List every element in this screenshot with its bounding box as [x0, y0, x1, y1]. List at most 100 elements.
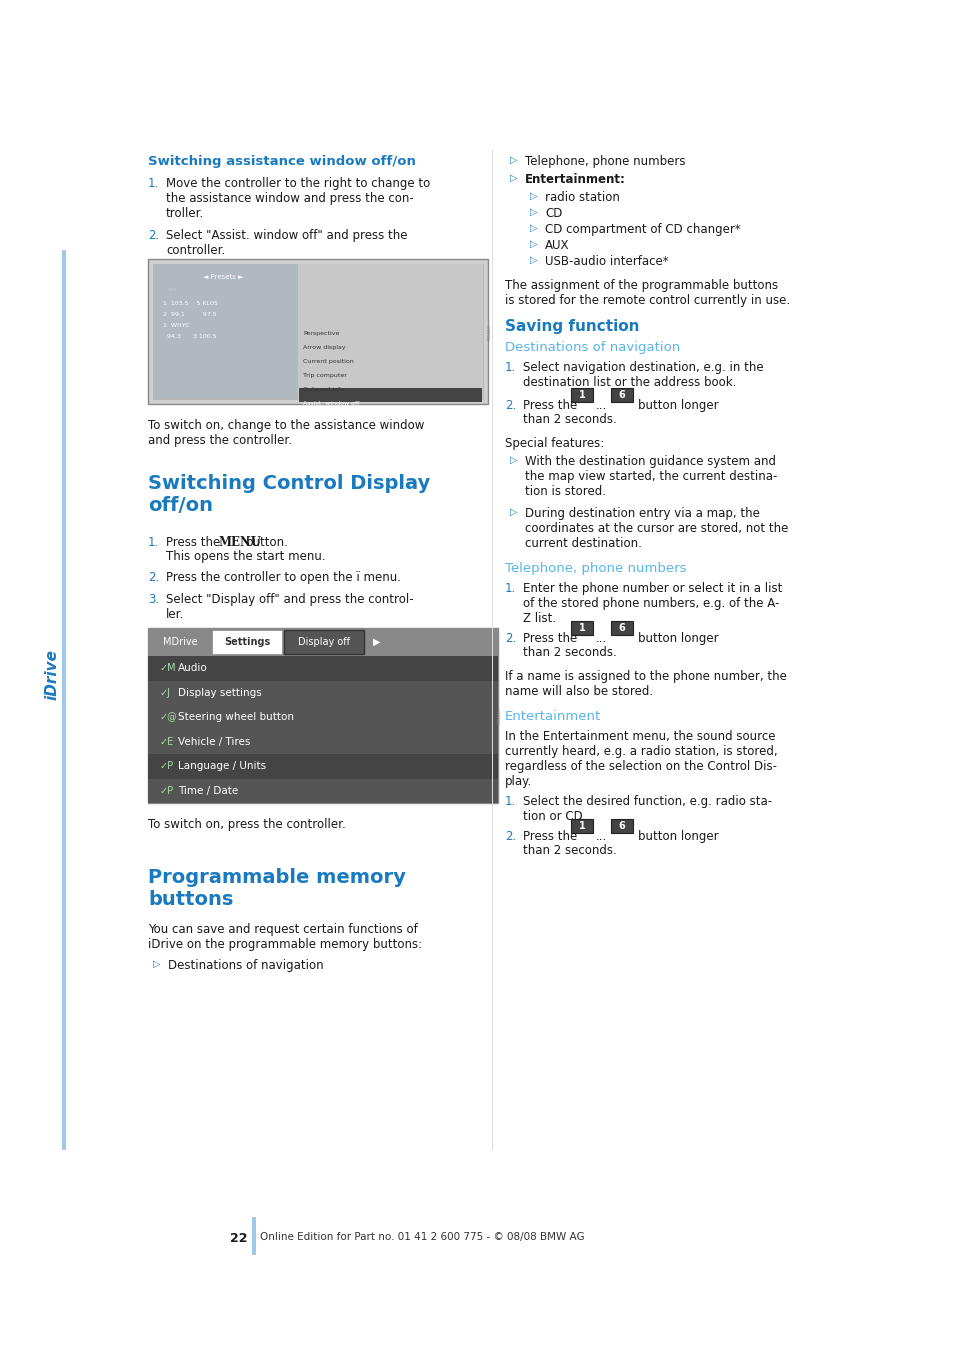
Text: ✓M: ✓M — [160, 663, 176, 674]
Bar — [492, 150, 493, 1150]
Bar — [148, 729, 497, 755]
Text: ✓E: ✓E — [160, 737, 174, 747]
Bar — [212, 630, 282, 653]
Text: Display off: Display off — [297, 637, 350, 647]
Text: ▷: ▷ — [510, 173, 517, 184]
Text: 1: 1 — [578, 622, 585, 633]
Text: Press the: Press the — [522, 632, 580, 645]
Text: CD compartment of CD changer*: CD compartment of CD changer* — [544, 223, 740, 236]
Bar — [610, 387, 633, 402]
Text: MENU: MENU — [218, 536, 261, 549]
Text: Destinations of navigation: Destinations of navigation — [504, 342, 679, 354]
Bar — [148, 705, 497, 729]
Text: set: set — [168, 288, 177, 292]
Bar — [148, 628, 497, 656]
Text: radio station: radio station — [544, 190, 619, 204]
Text: Select "Display off" and press the control-
ler.: Select "Display off" and press the contr… — [166, 593, 414, 621]
Text: Press the: Press the — [166, 536, 224, 549]
Text: Perspective: Perspective — [303, 331, 339, 336]
Text: 94.3      3 100.5: 94.3 3 100.5 — [163, 333, 216, 339]
Text: Onboard info: Onboard info — [303, 387, 344, 392]
Text: button longer: button longer — [638, 400, 718, 412]
Text: Special features:: Special features: — [504, 437, 603, 450]
Text: Saving function: Saving function — [504, 319, 639, 333]
Text: Settings: Settings — [224, 637, 270, 647]
Text: 1: 1 — [578, 390, 585, 400]
Bar — [366, 630, 388, 653]
Text: Telephone, phone numbers: Telephone, phone numbers — [504, 562, 686, 575]
Text: AUX: AUX — [544, 239, 569, 252]
Text: than 2 seconds.: than 2 seconds. — [522, 413, 616, 427]
Text: ▷: ▷ — [530, 207, 537, 217]
Text: With the destination guidance system and
the map view started, the current desti: With the destination guidance system and… — [524, 455, 777, 498]
Text: Display settings: Display settings — [178, 687, 261, 698]
Text: 2  99.1         97.5: 2 99.1 97.5 — [163, 312, 216, 317]
Text: Press the: Press the — [522, 400, 580, 412]
Text: To switch on, change to the assistance window
and press the controller.: To switch on, change to the assistance w… — [148, 418, 424, 447]
Text: To switch on, press the controller.: To switch on, press the controller. — [148, 818, 345, 832]
Text: You can save and request certain functions of
iDrive on the programmable memory : You can save and request certain functio… — [148, 923, 421, 950]
Text: than 2 seconds.: than 2 seconds. — [522, 647, 616, 659]
Text: 1.: 1. — [148, 536, 159, 549]
Text: button longer: button longer — [638, 830, 718, 842]
Bar — [610, 621, 633, 634]
Text: ✓@: ✓@ — [160, 713, 177, 722]
Text: ✓P: ✓P — [160, 786, 174, 795]
Text: Destinations of navigation: Destinations of navigation — [168, 958, 323, 972]
Bar — [571, 387, 593, 402]
Text: Select navigation destination, e.g. in the
destination list or the address book.: Select navigation destination, e.g. in t… — [522, 360, 762, 389]
Text: Select the desired function, e.g. radio sta-
tion or CD.: Select the desired function, e.g. radio … — [522, 795, 771, 824]
Bar — [148, 656, 497, 680]
Text: BMWAG: BMWAG — [488, 324, 492, 340]
Text: 2.: 2. — [148, 571, 159, 585]
Text: Telephone, phone numbers: Telephone, phone numbers — [524, 155, 685, 167]
Text: During destination entry via a map, the
coordinates at the cursor are stored, no: During destination entry via a map, the … — [524, 508, 787, 549]
Text: 2.: 2. — [504, 830, 516, 842]
Text: 1  103.5    5 KL05: 1 103.5 5 KL05 — [163, 301, 217, 306]
Text: The assignment of the programmable buttons
is stored for the remote control curr: The assignment of the programmable butto… — [504, 279, 789, 306]
Bar — [298, 387, 481, 402]
Text: Steering wheel button: Steering wheel button — [178, 713, 294, 722]
Text: CD: CD — [544, 207, 561, 220]
Bar — [148, 680, 497, 705]
Text: ...: ... — [596, 400, 607, 412]
Text: Online Edition for Part no. 01 41 2 600 775 - © 08/08 BMW AG: Online Edition for Part no. 01 41 2 600 … — [260, 1233, 584, 1242]
Bar — [148, 779, 497, 803]
Text: ▷: ▷ — [530, 255, 537, 265]
Text: This opens the start menu.: This opens the start menu. — [166, 549, 325, 563]
Text: In the Entertainment menu, the sound source
currently heard, e.g. a radio statio: In the Entertainment menu, the sound sou… — [504, 730, 777, 788]
Text: 6: 6 — [618, 821, 625, 832]
Text: Arrow display: Arrow display — [303, 346, 345, 350]
Text: 3.: 3. — [148, 593, 159, 606]
FancyBboxPatch shape — [148, 259, 488, 404]
Text: 22: 22 — [231, 1233, 248, 1245]
Text: ▷: ▷ — [530, 223, 537, 234]
Bar — [284, 630, 364, 653]
Text: Programmable memory
buttons: Programmable memory buttons — [148, 868, 405, 909]
Bar — [152, 265, 297, 400]
Text: Enter the phone number or select it in a list
of the stored phone numbers, e.g. : Enter the phone number or select it in a… — [522, 582, 781, 625]
Text: Press the controller to open the ï menu.: Press the controller to open the ï menu. — [166, 571, 400, 585]
Text: If a name is assigned to the phone number, the
name will also be stored.: If a name is assigned to the phone numbe… — [504, 670, 786, 698]
Circle shape — [387, 633, 405, 651]
Text: ...: ... — [596, 632, 607, 645]
Bar — [152, 265, 482, 400]
Bar — [62, 250, 66, 1150]
Text: ...: ... — [596, 830, 607, 842]
Bar — [150, 630, 210, 653]
Text: Language / Units: Language / Units — [178, 761, 266, 771]
Text: 1: 1 — [578, 821, 585, 832]
Bar — [610, 819, 633, 833]
Text: Press the: Press the — [522, 830, 580, 842]
Bar — [571, 621, 593, 634]
Text: Entertainment:: Entertainment: — [524, 173, 625, 186]
Text: ▷: ▷ — [510, 155, 517, 165]
Text: ▷: ▷ — [530, 190, 537, 201]
Text: 1.: 1. — [504, 360, 516, 374]
Bar — [148, 628, 497, 803]
Text: Switching assistance window off/on: Switching assistance window off/on — [148, 155, 416, 167]
Text: ▷: ▷ — [510, 508, 517, 517]
Bar — [252, 1216, 255, 1256]
Text: Trip computer: Trip computer — [303, 373, 347, 378]
Text: than 2 seconds.: than 2 seconds. — [522, 844, 616, 857]
